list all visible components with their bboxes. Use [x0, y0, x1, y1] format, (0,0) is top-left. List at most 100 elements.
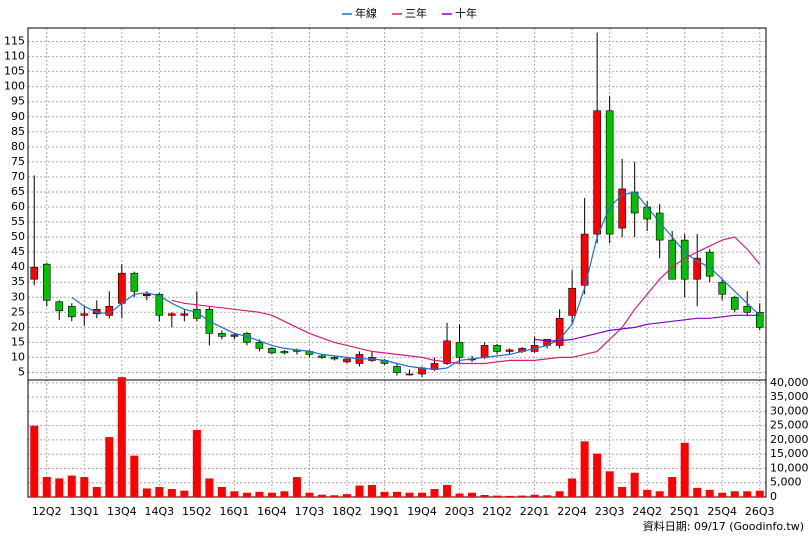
y-tick-label: 95 [11, 95, 25, 108]
volume-bar [568, 478, 577, 497]
y-tick-label: 75 [11, 155, 25, 168]
y2-tick-label: 20,000 [770, 433, 808, 446]
candle-body [180, 313, 189, 316]
volume-bar [493, 495, 502, 497]
volume-bar [217, 487, 226, 497]
candle-body [393, 366, 401, 373]
candle-body [480, 345, 489, 358]
volume-bar [30, 425, 39, 497]
y-tick-label: 80 [11, 140, 25, 153]
y2-tick-label: 35,000 [770, 390, 808, 403]
y-tick-label: 30 [11, 290, 25, 303]
volume-bar [80, 477, 89, 497]
candle-body [143, 293, 151, 297]
y-tick-label: 90 [11, 110, 25, 123]
candle-body [55, 301, 64, 312]
volume-bar [355, 485, 364, 497]
candle-body [405, 373, 414, 376]
volume-bar [730, 491, 739, 497]
candle-body [743, 305, 752, 313]
candle-body [230, 334, 239, 337]
y-tick-label: 45 [11, 245, 25, 258]
legend: 年線 三年 十年 [342, 6, 477, 20]
y-tick-label: 115 [4, 35, 25, 48]
x-tick-label: 26Q3 [745, 505, 775, 518]
x-tick-label: 24Q2 [632, 505, 662, 518]
volume-bar [42, 477, 51, 497]
x-tick-label: 22Q4 [557, 505, 587, 518]
volume-bar [380, 491, 389, 497]
y-tick-label: 50 [11, 230, 25, 243]
y2-tick-label: 25,000 [770, 419, 808, 432]
volume-bar [643, 489, 652, 497]
x-tick-label: 15Q2 [182, 505, 212, 518]
volume-bar [705, 489, 714, 497]
y-tick-label: 25 [11, 305, 25, 318]
candle-body [92, 308, 101, 315]
volume-bar [505, 495, 514, 497]
volume-bar [443, 485, 452, 497]
volume-bar [117, 377, 126, 497]
x-tick-label: 25Q1 [670, 505, 700, 518]
volume-bar [92, 487, 101, 497]
legend-label: 年線 [355, 6, 377, 20]
volume-bar [367, 485, 376, 497]
candle-body [705, 251, 714, 277]
candle-body [280, 351, 289, 354]
volume-bar [455, 493, 464, 497]
volume-bar [255, 491, 264, 497]
candle-body [605, 110, 614, 235]
volume-bar [230, 491, 239, 497]
volume-bar [543, 495, 552, 497]
x-tick-label: 13Q1 [69, 505, 99, 518]
y-tick-label: 100 [4, 80, 25, 93]
volume-bar [530, 494, 539, 497]
x-tick-label: 13Q4 [107, 505, 137, 518]
x-tick-label: 19Q4 [407, 505, 437, 518]
volume-bar [480, 495, 489, 497]
volume-bar [305, 492, 314, 497]
footer: 資料日期: 09/17 (Goodinfo.tw) [643, 519, 804, 533]
legend-label: 十年 [455, 6, 477, 20]
candle-body [730, 296, 739, 310]
volume-bar [142, 488, 151, 497]
volume-bar [580, 441, 589, 497]
x-tick-label: 16Q4 [257, 505, 287, 518]
candle-body [693, 257, 702, 280]
candle-body [130, 272, 139, 292]
volume-bar [55, 478, 64, 497]
volume-bar [593, 453, 602, 497]
candle-body [618, 188, 626, 229]
candle-body [643, 206, 651, 220]
volume-bar [267, 492, 276, 497]
candle-body [168, 313, 176, 316]
y-tick-label: 85 [11, 125, 25, 138]
volume-bar [468, 492, 477, 497]
y-tick-label: 35 [11, 275, 25, 288]
volume-bar [605, 471, 614, 497]
y-tick-label: 105 [4, 65, 25, 78]
candle-body [505, 349, 514, 352]
y-tick-label: 15 [11, 335, 25, 348]
volume-bar [393, 491, 401, 497]
x-tick-label: 12Q2 [32, 505, 62, 518]
y-tick-label: 70 [11, 170, 25, 183]
volume-bar [405, 492, 414, 497]
candle-body [30, 266, 39, 280]
volume-bar [155, 487, 164, 497]
candle-body [80, 313, 89, 316]
candle-body [493, 345, 501, 352]
candle-body [555, 318, 564, 346]
volume-bar [655, 491, 664, 497]
volume-bar [180, 490, 189, 497]
y-tick-label: 40 [11, 260, 25, 273]
y-tick-label: 20 [11, 320, 25, 333]
volume-bar [167, 489, 176, 497]
x-tick-label: 16Q1 [220, 505, 250, 518]
volume-bar [280, 491, 289, 497]
volume-bar [430, 489, 439, 497]
volume-bar [342, 494, 351, 497]
candle-body [118, 272, 126, 304]
candle-body [330, 357, 339, 360]
